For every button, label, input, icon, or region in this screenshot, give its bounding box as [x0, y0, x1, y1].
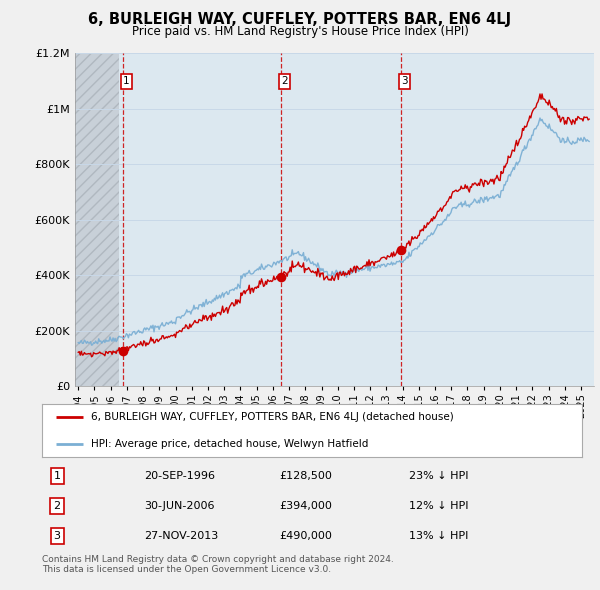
Text: 2: 2 — [281, 77, 287, 86]
Text: £128,500: £128,500 — [280, 471, 332, 481]
Text: 27-NOV-2013: 27-NOV-2013 — [145, 531, 219, 541]
Text: 2: 2 — [53, 501, 61, 511]
Text: HPI: Average price, detached house, Welwyn Hatfield: HPI: Average price, detached house, Welw… — [91, 439, 368, 449]
Text: £394,000: £394,000 — [280, 501, 332, 511]
Text: Price paid vs. HM Land Registry's House Price Index (HPI): Price paid vs. HM Land Registry's House … — [131, 25, 469, 38]
Text: 20-SEP-1996: 20-SEP-1996 — [145, 471, 215, 481]
Text: 13% ↓ HPI: 13% ↓ HPI — [409, 531, 469, 541]
Text: 3: 3 — [53, 531, 61, 541]
Text: 1: 1 — [123, 77, 130, 86]
Text: 3: 3 — [401, 77, 408, 86]
Text: £490,000: £490,000 — [280, 531, 332, 541]
Text: Contains HM Land Registry data © Crown copyright and database right 2024.
This d: Contains HM Land Registry data © Crown c… — [42, 555, 394, 574]
Text: 30-JUN-2006: 30-JUN-2006 — [145, 501, 215, 511]
Text: 1: 1 — [53, 471, 61, 481]
Text: 23% ↓ HPI: 23% ↓ HPI — [409, 471, 469, 481]
Text: 6, BURLEIGH WAY, CUFFLEY, POTTERS BAR, EN6 4LJ: 6, BURLEIGH WAY, CUFFLEY, POTTERS BAR, E… — [88, 12, 512, 27]
Text: 12% ↓ HPI: 12% ↓ HPI — [409, 501, 469, 511]
Bar — [75, 53, 119, 386]
Text: 6, BURLEIGH WAY, CUFFLEY, POTTERS BAR, EN6 4LJ (detached house): 6, BURLEIGH WAY, CUFFLEY, POTTERS BAR, E… — [91, 412, 454, 422]
